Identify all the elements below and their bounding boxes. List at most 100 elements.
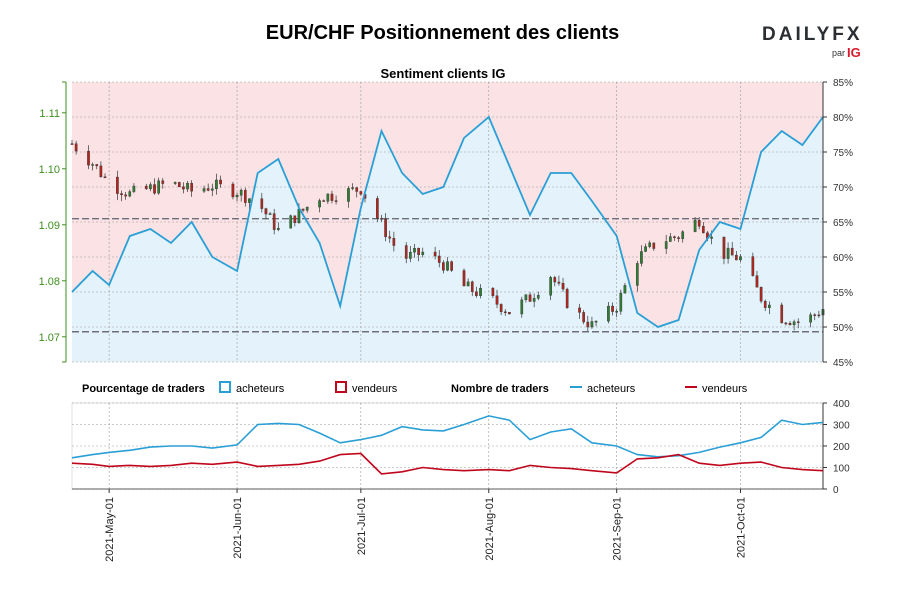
candle-body — [355, 187, 359, 192]
candle-body — [557, 281, 561, 284]
count-axis-tick-label: 300 — [833, 421, 850, 432]
candle-body — [796, 321, 800, 323]
right-axis-tick-label: 45% — [833, 358, 853, 369]
x-axis-tick-label: 2021-Jun-01 — [232, 497, 244, 559]
candle-body — [161, 180, 165, 184]
candle-body — [157, 180, 160, 194]
candle-body — [635, 263, 639, 286]
candle-body — [652, 242, 656, 249]
x-axis-tick-label: 2021-Oct-01 — [735, 497, 747, 558]
candle-body — [264, 208, 268, 215]
candle-body — [132, 185, 136, 192]
candle-body — [673, 236, 676, 238]
candle-body — [726, 247, 730, 259]
candle-body — [318, 200, 321, 208]
right-axis-tick-label: 50% — [833, 323, 853, 334]
candle-body — [722, 236, 726, 259]
x-axis-tick-label: 2021-May-01 — [104, 497, 116, 562]
candle-body — [623, 285, 627, 294]
candle-body — [730, 247, 734, 256]
candle-body — [768, 304, 771, 308]
count-axis-tick-label: 0 — [833, 485, 839, 496]
candle-body — [751, 256, 755, 276]
candle-body — [578, 307, 581, 313]
candle-body — [466, 281, 470, 287]
logo-ig-text: IG — [847, 45, 861, 60]
candle-body — [305, 206, 309, 211]
candle-body — [144, 185, 148, 190]
candle-body — [231, 183, 235, 198]
candle-body — [421, 251, 425, 255]
chart-subtitle: Sentiment clients IG — [381, 66, 506, 81]
candle-body — [536, 295, 540, 299]
candle-body — [462, 270, 466, 287]
candle-body — [359, 191, 363, 195]
right-axis-tick-label: 55% — [833, 288, 853, 299]
candle-body — [524, 294, 528, 301]
legend-pct-long-swatch — [219, 381, 231, 393]
candle-body — [594, 320, 598, 323]
candle-body — [450, 261, 453, 271]
legend-count-label: Nombre de traders — [451, 383, 549, 395]
x-axis-tick-label: 2021-Sep-01 — [612, 497, 624, 561]
candle-body — [87, 150, 90, 166]
legend-pct-label: Pourcentage de traders — [82, 383, 205, 395]
count-axis-tick-label: 200 — [833, 442, 850, 453]
candle-body — [74, 143, 78, 152]
right-axis-tick-label: 80% — [833, 113, 853, 124]
dailyfx-logo: DAILYFX par IG — [762, 24, 872, 64]
price-sentiment-plot: 1.07 1.08 1.09 1.10 1.11 45% 50% 55% 60% 65% 70% 75… — [39, 78, 854, 369]
candle-body — [693, 220, 697, 232]
candle-body — [177, 182, 181, 188]
candle-body — [99, 165, 103, 177]
candle-body — [239, 189, 243, 196]
x-axis-tick-label: 2021-Jul-01 — [356, 497, 368, 555]
candle-body — [677, 237, 680, 239]
candle-body — [499, 304, 503, 313]
candle-body — [388, 236, 392, 239]
candle-body — [413, 247, 416, 253]
candle-body — [503, 311, 507, 314]
candle-body — [417, 247, 420, 255]
candle-body — [615, 311, 619, 313]
chart-legend: Pourcentage de traders acheteurs vendeur… — [82, 381, 748, 395]
candle-body — [153, 184, 156, 194]
candle-body — [739, 256, 742, 261]
right-axis-tick-label: 85% — [833, 78, 853, 89]
candle-body — [611, 305, 614, 312]
candle-body — [607, 305, 610, 322]
candle-body — [664, 241, 668, 249]
candle-body — [813, 314, 817, 316]
legend-pct-short: vendeurs — [352, 383, 398, 395]
left-axis-tick-label: 1.07 — [39, 332, 60, 344]
candle-body — [297, 208, 301, 224]
candle-body — [120, 193, 123, 196]
count-series-line-acheteurs — [71, 415, 824, 459]
candle-body — [495, 295, 499, 305]
candle-body — [755, 275, 759, 288]
candle-body — [235, 194, 239, 198]
candle-body — [644, 246, 647, 252]
logo-by-text: par — [832, 48, 846, 58]
candle-body — [409, 251, 412, 259]
right-axis-tick-label: 60% — [833, 253, 853, 264]
candle-body — [475, 291, 478, 296]
candle-body — [817, 314, 821, 317]
candle-body — [582, 312, 585, 323]
candle-body — [681, 231, 685, 239]
candle-body — [210, 188, 214, 191]
candle-body — [95, 164, 99, 167]
right-axis-tick-label: 75% — [833, 148, 853, 159]
candle-body — [784, 322, 788, 325]
candle-body — [640, 251, 643, 264]
candle-body — [260, 198, 264, 209]
candle-body — [215, 179, 218, 190]
candle-body — [322, 200, 326, 202]
candle-body — [735, 254, 738, 261]
left-axis-tick-label: 1.08 — [39, 276, 60, 288]
candle-body — [710, 236, 713, 239]
candle-body — [173, 182, 177, 184]
left-axis-tick-label: 1.09 — [39, 220, 60, 232]
legend-count-short: vendeurs — [702, 383, 748, 395]
